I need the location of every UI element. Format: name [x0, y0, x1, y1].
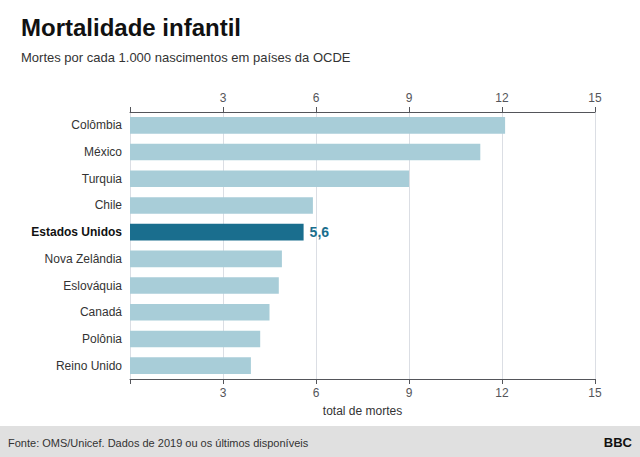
svg-text:9: 9: [406, 91, 413, 105]
svg-text:Chile: Chile: [95, 198, 123, 212]
svg-text:3: 3: [220, 91, 227, 105]
svg-text:12: 12: [495, 386, 509, 400]
svg-text:Canadá: Canadá: [80, 305, 122, 319]
svg-text:México: México: [84, 145, 122, 159]
svg-text:Fonte: OMS/Unicef. Dados de 20: Fonte: OMS/Unicef. Dados de 2019 ou os ú…: [8, 437, 309, 449]
svg-text:Nova Zelândia: Nova Zelândia: [45, 252, 123, 266]
svg-text:Polônia: Polônia: [82, 332, 122, 346]
svg-text:Estados Unidos: Estados Unidos: [31, 225, 122, 239]
svg-text:5,6: 5,6: [310, 224, 330, 240]
svg-text:total de mortes: total de mortes: [323, 404, 402, 418]
svg-text:BBC: BBC: [604, 435, 633, 450]
svg-text:9: 9: [406, 386, 413, 400]
svg-text:3: 3: [220, 386, 227, 400]
svg-text:6: 6: [313, 91, 320, 105]
svg-text:Turquia: Turquia: [82, 172, 123, 186]
svg-text:Colômbia: Colômbia: [71, 118, 122, 132]
svg-text:6: 6: [313, 386, 320, 400]
svg-text:Reino Unido: Reino Unido: [56, 359, 122, 373]
svg-text:15: 15: [588, 386, 602, 400]
svg-text:Mortes por cada 1.000 nascimen: Mortes por cada 1.000 nascimentos em paí…: [21, 50, 351, 65]
svg-text:Mortalidade infantil: Mortalidade infantil: [21, 14, 241, 41]
svg-text:Eslováquia: Eslováquia: [63, 279, 122, 293]
svg-text:15: 15: [588, 91, 602, 105]
svg-text:12: 12: [495, 91, 509, 105]
